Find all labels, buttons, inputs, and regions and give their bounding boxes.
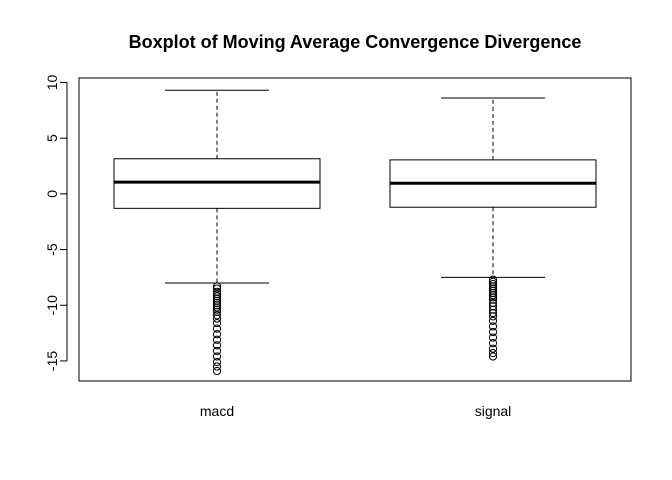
outlier-point	[488, 279, 498, 289]
box-signal	[389, 97, 597, 361]
boxes-group	[113, 89, 597, 376]
outlier-point	[488, 352, 498, 361]
outlier-point	[212, 305, 222, 314]
outlier-point	[212, 294, 222, 303]
outlier-point	[212, 298, 222, 308]
outlier-point	[212, 284, 222, 293]
x-tick-label: macd	[200, 403, 234, 419]
outlier-point	[212, 352, 222, 361]
outlier-point	[488, 293, 498, 302]
chart-title: Boxplot of Moving Average Convergence Di…	[129, 32, 582, 52]
outlier-point	[488, 275, 498, 284]
outlier-point	[488, 339, 498, 348]
outlier-point	[488, 327, 498, 337]
outlier-point	[488, 295, 498, 304]
outlier-point	[212, 357, 222, 367]
outlier-point	[212, 303, 222, 312]
y-tick-label: 10	[44, 74, 60, 90]
outlier-point	[488, 282, 498, 291]
box-macd	[113, 89, 321, 376]
outlier-point	[488, 284, 498, 293]
y-tick-label: -15	[44, 351, 60, 371]
y-axis: 10 5 0 -5 -10 -15	[44, 74, 68, 371]
outlier-point	[212, 362, 222, 371]
outlier-point	[212, 346, 222, 356]
outlier-point	[212, 330, 222, 339]
outlier-point	[212, 290, 222, 299]
outlier-point	[212, 324, 222, 333]
outlier-point	[488, 349, 498, 358]
outlier-point	[212, 314, 222, 323]
outlier-point	[212, 311, 222, 320]
outlier-point	[212, 341, 222, 350]
outlier-point	[488, 305, 498, 314]
outlier-point	[488, 312, 498, 321]
outlier-point	[488, 308, 498, 318]
outlier-point	[488, 333, 498, 342]
outlier-point	[212, 287, 222, 296]
outlier-point	[212, 282, 222, 291]
outlier-point	[212, 301, 222, 310]
y-tick-label: 5	[44, 134, 60, 142]
x-tick-label: signal	[475, 403, 512, 419]
y-tick-label: 0	[44, 190, 60, 198]
outlier-point	[488, 322, 498, 331]
outlier-point	[212, 366, 222, 376]
outlier-point	[488, 316, 498, 325]
y-tick-label: -10	[44, 295, 60, 315]
plot-frame	[78, 77, 632, 382]
outlier-point	[488, 277, 498, 286]
outlier-point	[212, 335, 222, 344]
outlier-point	[488, 288, 498, 298]
outlier-point	[488, 286, 498, 295]
outlier-point	[488, 302, 498, 311]
outlier-point	[212, 307, 222, 317]
outlier-point	[212, 296, 222, 305]
outlier-point	[488, 344, 498, 353]
x-axis: macd signal	[200, 403, 511, 419]
y-tick-label: -5	[44, 243, 60, 256]
outlier-point	[488, 291, 498, 300]
outlier-point	[212, 318, 222, 328]
outlier-point	[488, 298, 498, 308]
outlier-point	[212, 292, 222, 301]
